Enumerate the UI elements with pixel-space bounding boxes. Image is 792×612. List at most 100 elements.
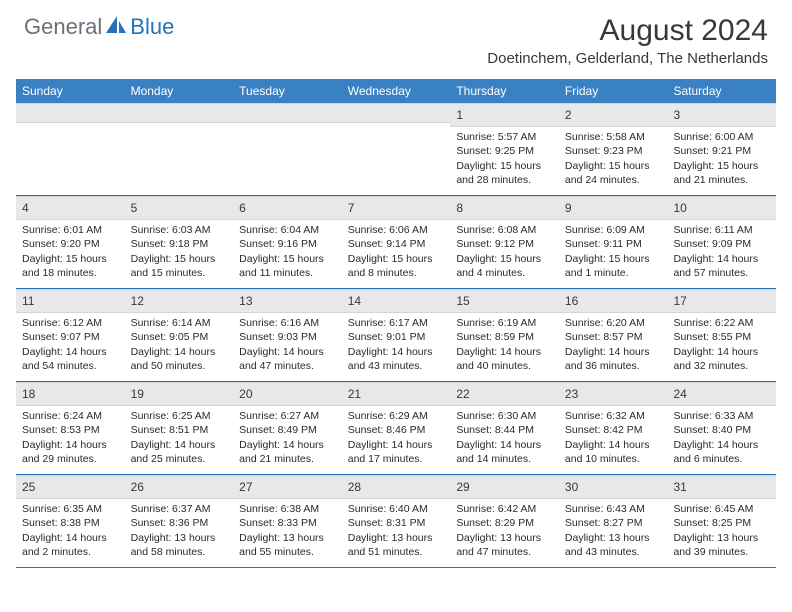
day-body: Sunrise: 6:08 AMSunset: 9:12 PMDaylight:… (450, 220, 559, 284)
daylight-text: and 2 minutes. (22, 545, 119, 559)
day-body: Sunrise: 6:17 AMSunset: 9:01 PMDaylight:… (342, 313, 451, 377)
day-header-sat: Saturday (667, 79, 776, 103)
daylight-text: and 47 minutes. (239, 359, 336, 373)
week-row: 18Sunrise: 6:24 AMSunset: 8:53 PMDayligh… (16, 382, 776, 475)
daylight-text: and 21 minutes. (239, 452, 336, 466)
daylight-text: and 29 minutes. (22, 452, 119, 466)
day-number: 17 (667, 289, 776, 313)
sunrise-text: Sunrise: 6:27 AM (239, 409, 336, 423)
day-body: Sunrise: 6:16 AMSunset: 9:03 PMDaylight:… (233, 313, 342, 377)
day-cell: 9Sunrise: 6:09 AMSunset: 9:11 PMDaylight… (559, 196, 668, 288)
day-number (16, 103, 125, 123)
day-number (342, 103, 451, 123)
day-cell: 26Sunrise: 6:37 AMSunset: 8:36 PMDayligh… (125, 475, 234, 567)
daylight-text: Daylight: 15 hours (456, 159, 553, 173)
day-cell: 13Sunrise: 6:16 AMSunset: 9:03 PMDayligh… (233, 289, 342, 381)
day-cell (342, 103, 451, 195)
day-cell: 12Sunrise: 6:14 AMSunset: 9:05 PMDayligh… (125, 289, 234, 381)
sunrise-text: Sunrise: 6:00 AM (673, 130, 770, 144)
daylight-text: Daylight: 15 hours (131, 252, 228, 266)
day-number: 7 (342, 196, 451, 220)
day-cell: 6Sunrise: 6:04 AMSunset: 9:16 PMDaylight… (233, 196, 342, 288)
sunset-text: Sunset: 9:16 PM (239, 237, 336, 251)
day-cell: 24Sunrise: 6:33 AMSunset: 8:40 PMDayligh… (667, 382, 776, 474)
daylight-text: Daylight: 14 hours (673, 252, 770, 266)
week-row: 25Sunrise: 6:35 AMSunset: 8:38 PMDayligh… (16, 475, 776, 568)
daylight-text: and 17 minutes. (348, 452, 445, 466)
day-body: Sunrise: 6:20 AMSunset: 8:57 PMDaylight:… (559, 313, 668, 377)
day-body: Sunrise: 6:04 AMSunset: 9:16 PMDaylight:… (233, 220, 342, 284)
sunset-text: Sunset: 9:14 PM (348, 237, 445, 251)
day-cell: 8Sunrise: 6:08 AMSunset: 9:12 PMDaylight… (450, 196, 559, 288)
day-body: Sunrise: 6:24 AMSunset: 8:53 PMDaylight:… (16, 406, 125, 470)
day-number: 15 (450, 289, 559, 313)
day-body: Sunrise: 6:30 AMSunset: 8:44 PMDaylight:… (450, 406, 559, 470)
day-cell: 27Sunrise: 6:38 AMSunset: 8:33 PMDayligh… (233, 475, 342, 567)
day-body: Sunrise: 6:06 AMSunset: 9:14 PMDaylight:… (342, 220, 451, 284)
sunset-text: Sunset: 9:21 PM (673, 144, 770, 158)
daylight-text: Daylight: 15 hours (239, 252, 336, 266)
daylight-text: and 51 minutes. (348, 545, 445, 559)
daylight-text: and 36 minutes. (565, 359, 662, 373)
day-number: 9 (559, 196, 668, 220)
day-number: 27 (233, 475, 342, 499)
sunrise-text: Sunrise: 6:38 AM (239, 502, 336, 516)
sunset-text: Sunset: 9:05 PM (131, 330, 228, 344)
day-body: Sunrise: 6:00 AMSunset: 9:21 PMDaylight:… (667, 127, 776, 191)
sunrise-text: Sunrise: 6:32 AM (565, 409, 662, 423)
daylight-text: and 57 minutes. (673, 266, 770, 280)
daylight-text: and 58 minutes. (131, 545, 228, 559)
sunset-text: Sunset: 8:29 PM (456, 516, 553, 530)
sunrise-text: Sunrise: 5:57 AM (456, 130, 553, 144)
daylight-text: Daylight: 15 hours (456, 252, 553, 266)
daylight-text: and 8 minutes. (348, 266, 445, 280)
sunrise-text: Sunrise: 6:16 AM (239, 316, 336, 330)
daylight-text: Daylight: 13 hours (131, 531, 228, 545)
daylight-text: Daylight: 13 hours (673, 531, 770, 545)
day-cell: 20Sunrise: 6:27 AMSunset: 8:49 PMDayligh… (233, 382, 342, 474)
day-cell: 14Sunrise: 6:17 AMSunset: 9:01 PMDayligh… (342, 289, 451, 381)
daylight-text: Daylight: 14 hours (348, 438, 445, 452)
logo: General Blue (24, 14, 174, 40)
sunset-text: Sunset: 8:49 PM (239, 423, 336, 437)
location: Doetinchem, Gelderland, The Netherlands (487, 50, 768, 67)
day-number: 28 (342, 475, 451, 499)
sunset-text: Sunset: 8:59 PM (456, 330, 553, 344)
sunset-text: Sunset: 9:07 PM (22, 330, 119, 344)
day-number: 16 (559, 289, 668, 313)
day-header-wed: Wednesday (342, 79, 451, 103)
daylight-text: and 11 minutes. (239, 266, 336, 280)
day-number (233, 103, 342, 123)
sunset-text: Sunset: 9:12 PM (456, 237, 553, 251)
logo-blue-text: Blue (130, 14, 174, 40)
day-body (342, 123, 451, 130)
daylight-text: and 25 minutes. (131, 452, 228, 466)
daylight-text: Daylight: 13 hours (456, 531, 553, 545)
daylight-text: Daylight: 13 hours (348, 531, 445, 545)
week-row: 1Sunrise: 5:57 AMSunset: 9:25 PMDaylight… (16, 103, 776, 196)
title-block: August 2024 Doetinchem, Gelderland, The … (487, 14, 768, 67)
day-number: 8 (450, 196, 559, 220)
sunrise-text: Sunrise: 6:42 AM (456, 502, 553, 516)
day-header-sun: Sunday (16, 79, 125, 103)
day-header-fri: Friday (559, 79, 668, 103)
day-number: 23 (559, 382, 668, 406)
day-cell: 25Sunrise: 6:35 AMSunset: 8:38 PMDayligh… (16, 475, 125, 567)
sunset-text: Sunset: 8:46 PM (348, 423, 445, 437)
sunrise-text: Sunrise: 6:01 AM (22, 223, 119, 237)
day-body (16, 123, 125, 130)
sunset-text: Sunset: 8:25 PM (673, 516, 770, 530)
day-number: 20 (233, 382, 342, 406)
day-number: 14 (342, 289, 451, 313)
daylight-text: and 10 minutes. (565, 452, 662, 466)
sunrise-text: Sunrise: 6:22 AM (673, 316, 770, 330)
daylight-text: and 4 minutes. (456, 266, 553, 280)
day-body: Sunrise: 6:42 AMSunset: 8:29 PMDaylight:… (450, 499, 559, 563)
daylight-text: and 15 minutes. (131, 266, 228, 280)
daylight-text: Daylight: 14 hours (131, 345, 228, 359)
day-body: Sunrise: 6:27 AMSunset: 8:49 PMDaylight:… (233, 406, 342, 470)
weeks-container: 1Sunrise: 5:57 AMSunset: 9:25 PMDaylight… (16, 103, 776, 568)
day-number: 19 (125, 382, 234, 406)
sunset-text: Sunset: 9:18 PM (131, 237, 228, 251)
sunrise-text: Sunrise: 6:09 AM (565, 223, 662, 237)
